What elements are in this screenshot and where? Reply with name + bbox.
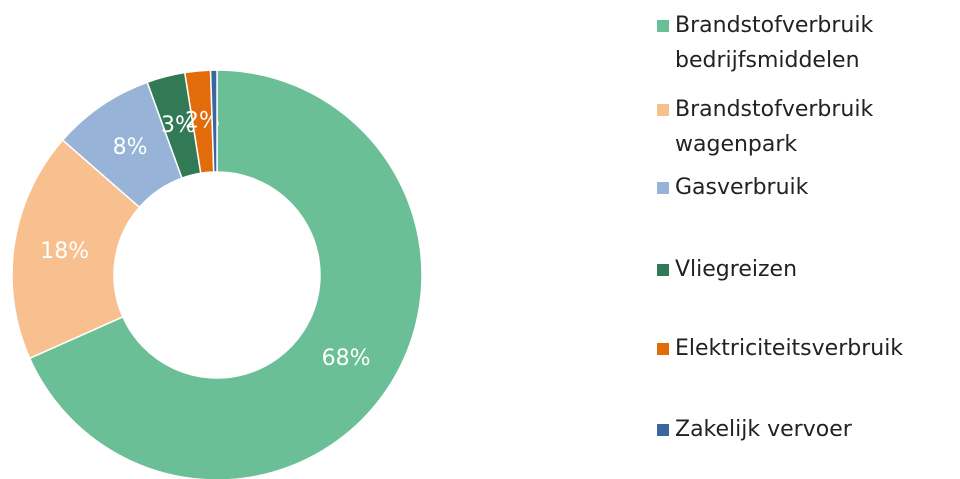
legend-label: Gasverbruik: [675, 175, 809, 200]
donut-slice: [28, 69, 423, 479]
legend-label: Brandstofverbruik bedrijfsmiddelen: [675, 13, 874, 73]
legend-item: Elektriciteitsverbruik: [657, 331, 903, 366]
legend-swatch: [657, 424, 669, 436]
slice-label: 18%: [40, 239, 89, 264]
legend-swatch: [657, 182, 669, 194]
legend-swatch: [657, 264, 669, 276]
legend-label: Brandstofverbruik wagenpark: [675, 97, 874, 157]
legend-swatch: [657, 20, 669, 32]
legend-item: Brandstofverbruik wagenpark: [657, 92, 955, 162]
legend-swatch: [657, 104, 669, 116]
slice-label: 8%: [113, 135, 148, 160]
legend-item: Brandstofverbruik bedrijfsmiddelen: [657, 8, 955, 78]
legend-item: Vliegreizen: [657, 252, 797, 287]
legend-item: Zakelijk vervoer: [657, 412, 852, 447]
legend-label: Zakelijk vervoer: [675, 417, 852, 442]
legend-item: Gasverbruik: [657, 170, 808, 205]
legend-swatch: [657, 343, 669, 355]
donut: 68%18%8%3%2%: [11, 69, 423, 479]
slice-label: 68%: [322, 346, 371, 371]
legend-label: Elektriciteitsverbruik: [675, 336, 904, 361]
slice-label: 3%: [161, 113, 196, 138]
donut-slice: [209, 69, 218, 173]
legend-label: Vliegreizen: [675, 257, 798, 282]
donut-slice: [11, 139, 141, 360]
